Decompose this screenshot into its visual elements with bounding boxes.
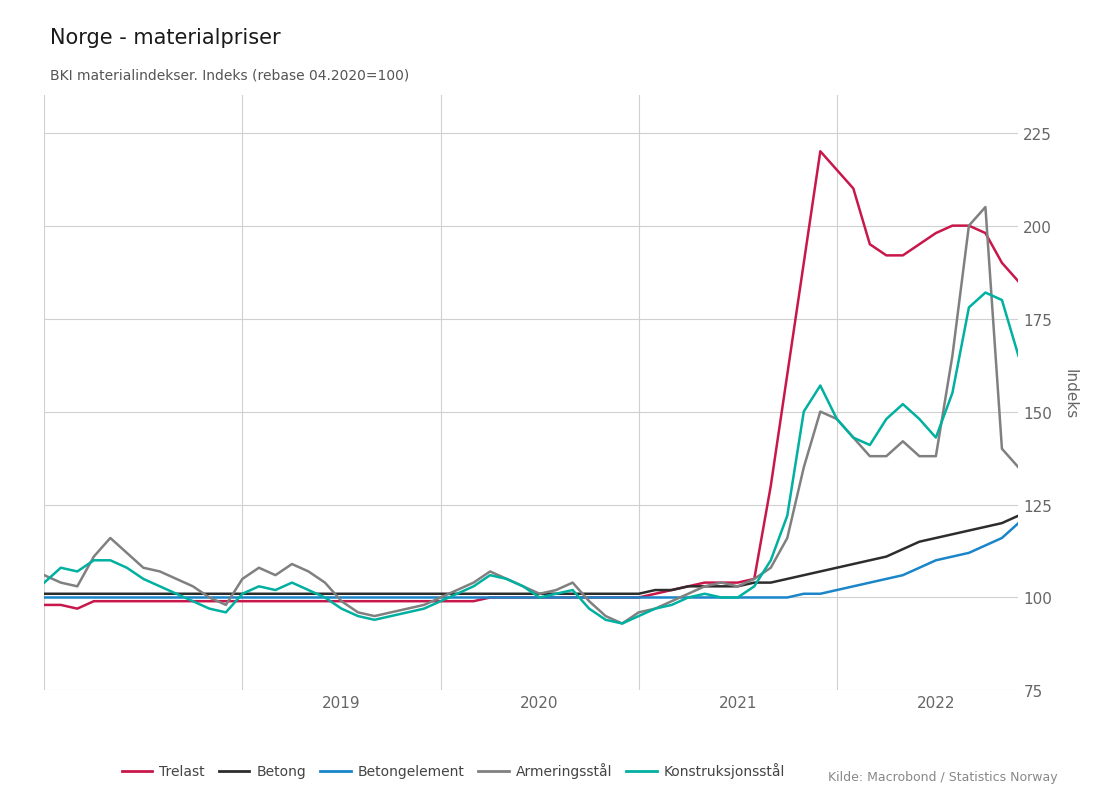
- Legend: Trelast, Betong, Betongelement, Armeringsstål, Konstruksjonsstål: Trelast, Betong, Betongelement, Armering…: [116, 757, 790, 784]
- Text: Kilde: Macrobond / Statistics Norway: Kilde: Macrobond / Statistics Norway: [828, 770, 1057, 783]
- Text: Norge - materialpriser: Norge - materialpriser: [50, 28, 280, 48]
- Y-axis label: Indeks: Indeks: [1063, 369, 1077, 418]
- Text: BKI materialindekser. Indeks (rebase 04.2020=100): BKI materialindekser. Indeks (rebase 04.…: [50, 68, 410, 82]
